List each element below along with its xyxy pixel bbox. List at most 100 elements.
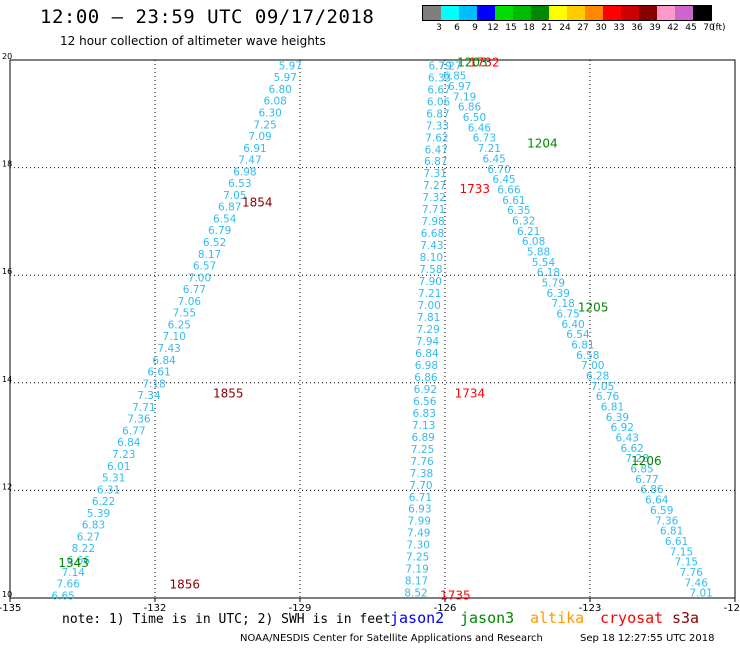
wave-height-label: 6.46 bbox=[468, 122, 492, 134]
wave-height-label: 7.36 bbox=[655, 515, 679, 527]
wave-height-label: 6.86 bbox=[640, 484, 664, 496]
wave-height-label: 7.21 bbox=[478, 143, 501, 155]
wave-height-label: 6.68 bbox=[421, 228, 444, 240]
color-swatch bbox=[513, 6, 531, 20]
wave-height-label: 6.61 bbox=[502, 195, 525, 207]
wave-height-label: 7.06 bbox=[178, 296, 202, 308]
wave-height-label: 6.92 bbox=[414, 384, 437, 396]
color-swatch bbox=[585, 6, 603, 20]
wave-height-label: 6.66 bbox=[497, 184, 521, 196]
longitude-tick-label: -126 bbox=[434, 603, 457, 614]
wave-height-label: 7.43 bbox=[420, 240, 443, 252]
wave-height-label: 6.08 bbox=[263, 96, 286, 108]
color-scale-tick-label: 45 bbox=[685, 23, 697, 33]
satellite-legend-altika: altika bbox=[530, 609, 585, 627]
wave-height-label: 6.77 bbox=[635, 474, 658, 486]
wave-height-label: 6.43 bbox=[616, 433, 639, 445]
wave-height-label: 7.10 bbox=[163, 331, 186, 343]
wave-height-label: 6.76 bbox=[596, 391, 620, 403]
color-swatch bbox=[549, 6, 567, 20]
wave-height-label: 7.14 bbox=[62, 567, 86, 579]
wave-height-label: 6.21 bbox=[517, 226, 540, 238]
longitude-tick-label: -129 bbox=[289, 603, 312, 614]
wave-height-label: 5.39 bbox=[87, 508, 110, 520]
wave-height-label: 6.53 bbox=[228, 178, 251, 190]
pass-time-label: 1856 bbox=[170, 578, 201, 592]
pass-time-label: 1205 bbox=[578, 300, 609, 314]
wave-height-label: 7.05 bbox=[223, 190, 246, 202]
wave-height-label: 7.76 bbox=[680, 567, 704, 579]
color-scale-tick-label: 33 bbox=[613, 23, 625, 33]
wave-height-label: 6.83 bbox=[82, 520, 105, 532]
wave-height-label: 5.97 bbox=[279, 60, 302, 72]
wave-height-label: 6.87 bbox=[426, 108, 449, 120]
wave-height-label: 6.08 bbox=[522, 236, 545, 248]
wave-height-label: 7.99 bbox=[408, 516, 431, 528]
wave-height-label: 6.39 bbox=[547, 288, 570, 300]
color-scale-tick-label: 6 bbox=[454, 23, 460, 33]
wave-height-label: 5.79 bbox=[542, 277, 565, 289]
color-swatch bbox=[567, 6, 585, 20]
wave-height-label: 6.71 bbox=[409, 492, 432, 504]
wave-height-label: 6.80 bbox=[269, 84, 292, 96]
wave-height-label: 7.66 bbox=[57, 579, 81, 591]
wave-height-label: 7.32 bbox=[422, 192, 445, 204]
wave-height-label: 6.18 bbox=[537, 267, 560, 279]
color-swatch bbox=[531, 6, 549, 20]
wave-height-label: 7.15 bbox=[675, 557, 698, 569]
wave-height-label: 6.77 bbox=[122, 425, 145, 437]
wave-height-label: 5.31 bbox=[102, 473, 125, 485]
pass-time-label: 1734 bbox=[455, 387, 486, 401]
color-swatch bbox=[621, 6, 639, 20]
longitude-tick-label: -120 bbox=[724, 603, 740, 614]
page-title: 12:00 – 23:59 UTC 09/17/2018 bbox=[40, 6, 375, 28]
wave-height-label: 6.52 bbox=[203, 237, 226, 249]
color-scale-tick-label: 12 bbox=[487, 23, 499, 33]
color-swatch bbox=[477, 6, 495, 20]
wave-height-label: 7.58 bbox=[419, 264, 442, 276]
wave-height-label: 6.64 bbox=[645, 495, 669, 507]
wave-height-label: 7.81 bbox=[417, 312, 440, 324]
wave-height-label: 8.22 bbox=[72, 543, 95, 555]
wave-height-label: 6.79 bbox=[428, 60, 451, 72]
wave-height-label: 6.84 bbox=[415, 348, 439, 360]
wave-height-label: 7.19 bbox=[405, 564, 428, 576]
wave-height-label: 6.85 bbox=[630, 464, 653, 476]
wave-height-label: 6.81 bbox=[571, 340, 594, 352]
wave-height-label: 7.21 bbox=[418, 288, 441, 300]
pass-time-label: 1732 bbox=[469, 56, 500, 70]
color-scale-tick-label: 3 bbox=[436, 23, 442, 33]
wave-height-label: 6.54 bbox=[566, 329, 590, 341]
color-scale-labels: (ft) 3 6 9 12 15 18 21 24 27 30 33 36 39 42 45 70 bbox=[422, 21, 725, 35]
wave-height-label: 7.70 bbox=[409, 480, 432, 492]
page-subtitle: 12 hour collection of altimeter wave hei… bbox=[60, 34, 326, 48]
satellite-legend-jason2: jason2 bbox=[390, 609, 445, 627]
wave-height-label: 6.54 bbox=[213, 213, 237, 225]
wave-height-label: 8.17 bbox=[198, 249, 221, 261]
latitude-tick-label: 12 bbox=[2, 482, 12, 491]
wave-height-label: 7.62 bbox=[425, 132, 448, 144]
wave-height-label: 7.98 bbox=[421, 216, 444, 228]
wave-height-label: 6.81 bbox=[601, 402, 624, 414]
wave-height-label: 7.31 bbox=[424, 168, 447, 180]
wave-height-label: 6.84 bbox=[117, 437, 141, 449]
satellite-legend-cryosat: cryosat bbox=[600, 609, 664, 627]
color-scale-tick-label: 70 bbox=[703, 23, 715, 33]
color-swatch bbox=[459, 6, 477, 20]
wave-height-label: 6.98 bbox=[233, 166, 256, 178]
wave-height-label: 5.97 bbox=[274, 72, 297, 84]
color-scale-tick-label: 21 bbox=[541, 23, 553, 33]
wave-height-label: 6.40 bbox=[561, 319, 584, 331]
wave-height-label: 7.34 bbox=[137, 390, 161, 402]
pass-time-label: 1855 bbox=[213, 387, 244, 401]
wave-height-label: 6.62 bbox=[620, 443, 643, 455]
satellite-legend-s3a: s3a bbox=[672, 609, 700, 627]
latitude-tick-label: 10 bbox=[2, 590, 12, 599]
latitude-tick-label: 14 bbox=[2, 375, 12, 384]
color-scale-tick-label: 9 bbox=[472, 23, 478, 33]
wave-height-label: 6.06 bbox=[427, 96, 451, 108]
wave-height-label: 7.47 bbox=[238, 155, 261, 167]
footer-credit: NOAA/NESDIS Center for Satellite Applica… bbox=[240, 633, 543, 644]
color-scale-tick-label: 42 bbox=[667, 23, 679, 33]
wave-height-label: 8.52 bbox=[404, 588, 427, 600]
